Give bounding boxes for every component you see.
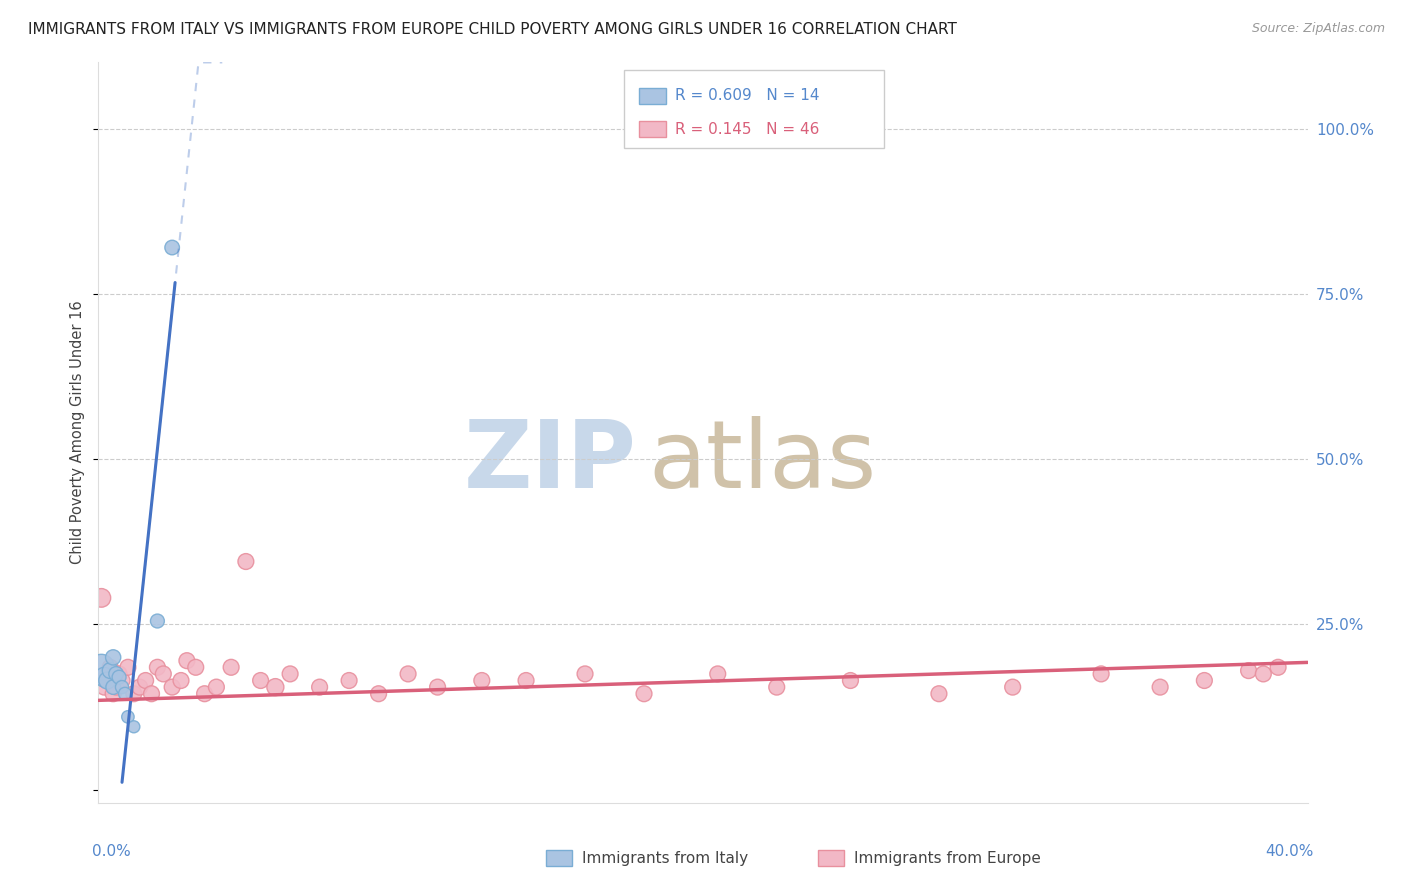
Point xyxy=(96,673,118,688)
Text: 0.0%: 0.0% xyxy=(93,844,131,858)
Point xyxy=(108,666,131,681)
Point xyxy=(426,680,449,694)
Point xyxy=(278,666,301,681)
Text: Immigrants from Europe: Immigrants from Europe xyxy=(855,851,1040,866)
Point xyxy=(122,720,145,734)
Text: Source: ZipAtlas.com: Source: ZipAtlas.com xyxy=(1251,22,1385,36)
Text: IMMIGRANTS FROM ITALY VS IMMIGRANTS FROM EUROPE CHILD POVERTY AMONG GIRLS UNDER : IMMIGRANTS FROM ITALY VS IMMIGRANTS FROM… xyxy=(28,22,957,37)
Point xyxy=(1149,680,1171,694)
Text: atlas: atlas xyxy=(648,417,877,508)
Point xyxy=(235,555,257,569)
Point xyxy=(128,680,150,694)
Bar xyxy=(546,850,572,866)
Point xyxy=(93,670,115,684)
Point xyxy=(928,687,950,701)
Point xyxy=(839,673,862,688)
Point xyxy=(105,680,128,694)
Point xyxy=(111,680,134,694)
Point xyxy=(367,687,389,701)
Point xyxy=(122,687,145,701)
Point xyxy=(574,666,596,681)
Point xyxy=(98,664,121,678)
Point xyxy=(90,660,112,674)
Point xyxy=(396,666,419,681)
Point xyxy=(160,240,183,255)
Point xyxy=(146,660,169,674)
Point xyxy=(264,680,287,694)
Point xyxy=(117,710,139,724)
Text: 40.0%: 40.0% xyxy=(1265,844,1313,858)
Point xyxy=(1237,664,1260,678)
Point xyxy=(1194,673,1216,688)
Point xyxy=(170,673,193,688)
Text: ZIP: ZIP xyxy=(464,417,637,508)
Bar xyxy=(638,121,665,137)
Point xyxy=(337,673,360,688)
Point xyxy=(101,687,124,701)
Point xyxy=(101,650,124,665)
Point xyxy=(1090,666,1112,681)
Point xyxy=(108,670,131,684)
Point xyxy=(308,680,330,694)
Point xyxy=(146,614,169,628)
Point xyxy=(98,660,121,674)
Point xyxy=(249,673,271,688)
Point xyxy=(90,591,112,605)
Point xyxy=(141,687,163,701)
Point xyxy=(117,660,139,674)
Point xyxy=(205,680,228,694)
Point xyxy=(633,687,655,701)
Point xyxy=(176,654,198,668)
Point xyxy=(1267,660,1289,674)
Point xyxy=(1253,666,1275,681)
Point xyxy=(101,680,124,694)
Point xyxy=(194,687,217,701)
Point xyxy=(184,660,207,674)
Point xyxy=(1001,680,1024,694)
Point xyxy=(111,673,134,688)
Text: R = 0.145   N = 46: R = 0.145 N = 46 xyxy=(675,121,820,136)
Point xyxy=(160,680,183,694)
Point xyxy=(105,666,128,681)
Point xyxy=(152,666,174,681)
Point xyxy=(515,673,537,688)
Point xyxy=(471,673,494,688)
Y-axis label: Child Poverty Among Girls Under 16: Child Poverty Among Girls Under 16 xyxy=(70,301,86,565)
Text: R = 0.609   N = 14: R = 0.609 N = 14 xyxy=(675,88,820,103)
Bar xyxy=(818,850,845,866)
Point xyxy=(219,660,242,674)
Point xyxy=(135,673,157,688)
Point xyxy=(114,687,136,701)
Text: Immigrants from Italy: Immigrants from Italy xyxy=(582,851,748,866)
Point xyxy=(93,680,115,694)
Bar xyxy=(638,87,665,103)
Point xyxy=(765,680,787,694)
FancyBboxPatch shape xyxy=(624,70,884,147)
Point xyxy=(706,666,728,681)
Point xyxy=(96,666,118,681)
